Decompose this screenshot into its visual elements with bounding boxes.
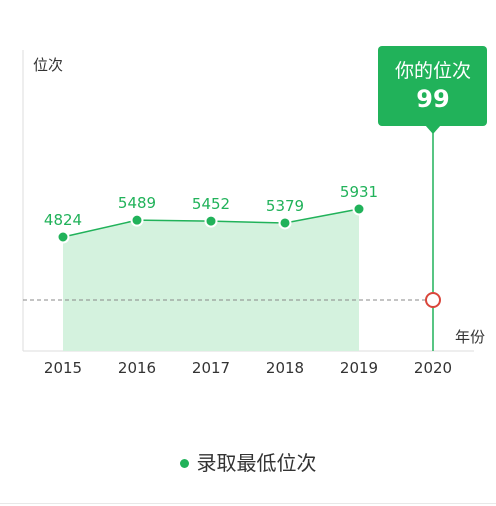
legend-label: 录取最低位次 [196,451,317,475]
x-tick-2019: 2019 [340,359,378,377]
data-label-2015: 4824 [44,211,82,229]
x-tick-2018: 2018 [266,359,304,377]
data-label-2017: 5452 [192,195,230,213]
series-area [63,209,359,351]
data-label-2018: 5379 [266,197,304,215]
x-tick-2020: 2020 [414,359,452,377]
data-label-2019: 5931 [340,183,378,201]
your-rank-title: 你的位次 [395,60,471,82]
your-rank-callout-pointer [425,125,441,134]
your-rank-marker [425,292,441,308]
divider [0,503,496,504]
data-point-2019 [352,202,366,216]
data-point-2017 [204,214,218,228]
data-point-2015 [56,230,70,244]
x-tick-2017: 2017 [192,359,230,377]
data-label-2016: 5489 [118,194,156,212]
y-axis-label: 位次 [33,56,63,74]
x-tick-2016: 2016 [118,359,156,377]
your-rank-callout [378,46,487,126]
x-tick-2015: 2015 [44,359,82,377]
x-axis-label: 年份 [455,328,485,346]
data-point-2018 [278,216,292,230]
your-rank-value: 99 [416,85,449,113]
data-point-2016 [130,213,144,227]
legend: 录取最低位次 [0,447,496,476]
legend-marker-icon [179,459,189,468]
